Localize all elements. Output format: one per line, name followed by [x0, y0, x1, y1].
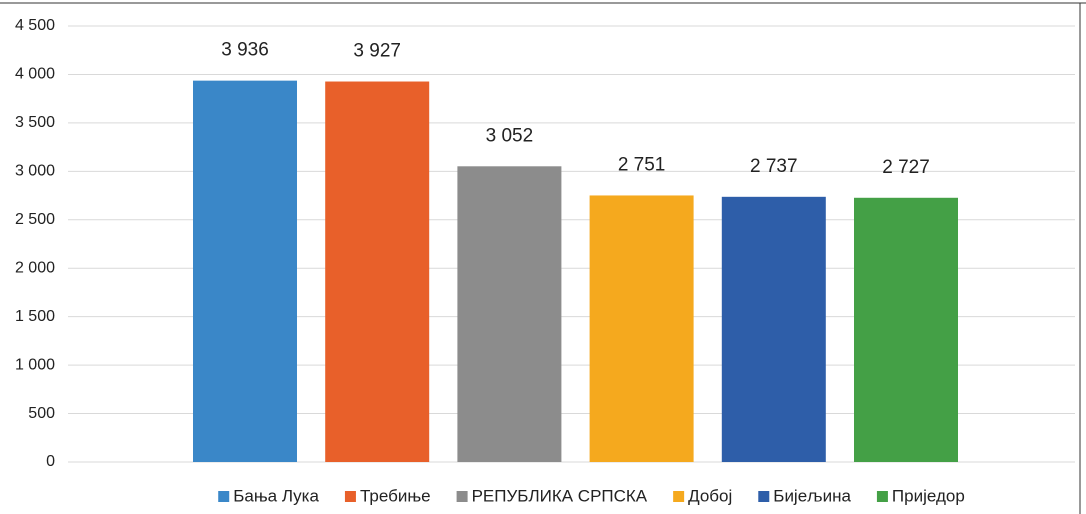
y-tick-label: 2 500 [15, 211, 55, 228]
y-tick-label: 2 000 [15, 259, 55, 276]
legend-label: Бања Лука [233, 486, 319, 505]
value-label: 3 936 [221, 40, 269, 61]
legend-label: РЕПУБЛИКА СРПСКА [472, 486, 648, 505]
bar [325, 81, 430, 462]
bar [721, 196, 826, 462]
y-tick-label: 500 [28, 405, 55, 422]
y-tick-label: 3 500 [15, 114, 55, 131]
bar [854, 197, 958, 462]
y-tick-label: 1 500 [15, 308, 55, 325]
value-label: 3 927 [353, 41, 401, 62]
value-label: 2 751 [618, 154, 666, 175]
bar [457, 166, 562, 462]
value-label: 3 052 [486, 125, 534, 146]
bar [589, 195, 694, 462]
value-label: 2 727 [882, 157, 930, 178]
legend-swatch [456, 491, 468, 502]
legend-swatch [876, 491, 888, 502]
y-tick-label: 4 500 [15, 17, 55, 34]
legend-swatch [758, 491, 770, 502]
legend-swatch [673, 491, 685, 502]
legend-swatch [218, 491, 230, 502]
y-tick-label: 0 [46, 453, 55, 470]
y-tick-label: 3 000 [15, 163, 55, 180]
legend-label: Бијељина [773, 486, 851, 505]
y-tick-label: 1 000 [15, 356, 55, 373]
value-label: 2 737 [750, 156, 798, 177]
y-tick-label: 4 000 [15, 66, 55, 83]
legend-label: Требиње [360, 486, 431, 505]
bar [193, 80, 297, 463]
legend-label: Добој [688, 486, 732, 505]
legend-swatch [344, 491, 356, 502]
legend-label: Приједор [892, 486, 965, 505]
